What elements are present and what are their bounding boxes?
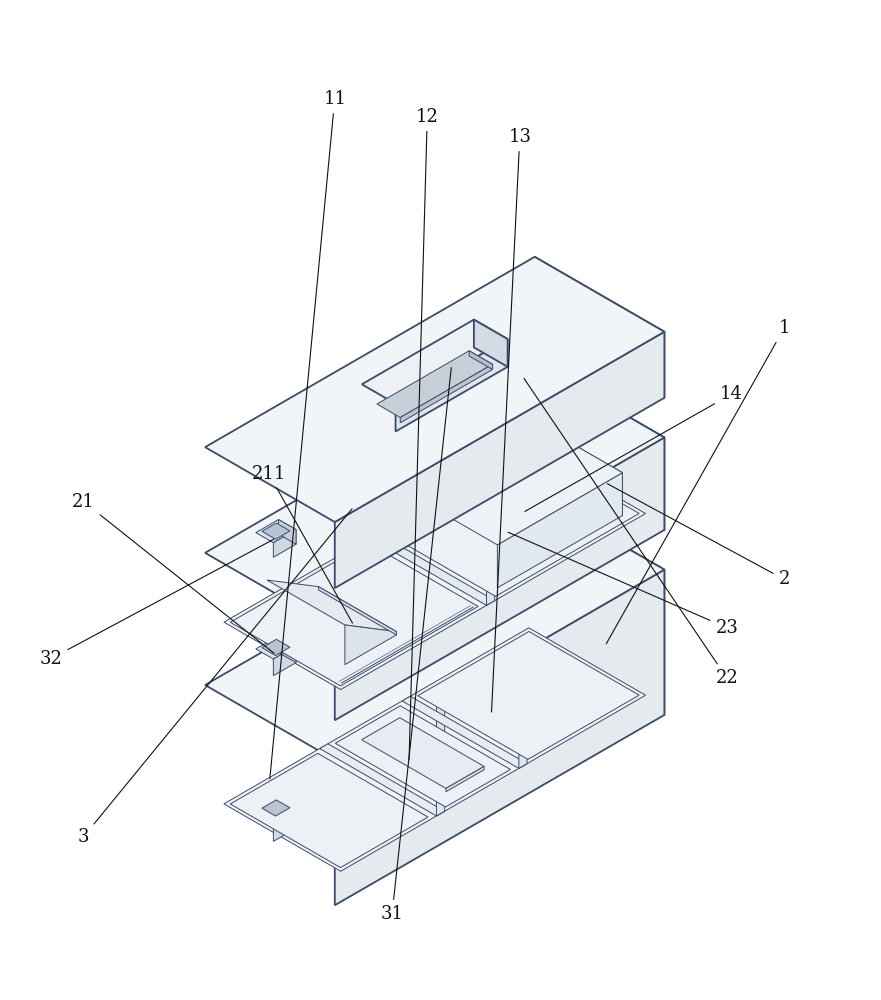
Polygon shape — [362, 718, 484, 788]
Polygon shape — [205, 363, 664, 628]
Polygon shape — [262, 523, 290, 539]
Text: 32: 32 — [40, 539, 274, 668]
Polygon shape — [377, 351, 492, 418]
Polygon shape — [519, 641, 527, 768]
Polygon shape — [273, 646, 296, 676]
Polygon shape — [273, 530, 296, 557]
Polygon shape — [344, 625, 396, 665]
Polygon shape — [267, 580, 396, 632]
Polygon shape — [362, 320, 507, 404]
Polygon shape — [255, 636, 296, 659]
Polygon shape — [525, 417, 622, 516]
Text: 13: 13 — [492, 128, 531, 712]
Polygon shape — [494, 365, 535, 388]
Polygon shape — [336, 706, 510, 807]
Polygon shape — [535, 257, 664, 398]
Polygon shape — [278, 520, 296, 544]
Text: 14: 14 — [525, 385, 743, 511]
Polygon shape — [335, 332, 664, 588]
Polygon shape — [400, 417, 622, 545]
Text: 12: 12 — [409, 108, 439, 760]
Polygon shape — [319, 587, 396, 635]
Polygon shape — [255, 796, 296, 820]
Polygon shape — [402, 696, 527, 768]
Polygon shape — [470, 351, 492, 370]
Polygon shape — [436, 689, 445, 816]
Polygon shape — [370, 533, 495, 605]
Polygon shape — [498, 473, 622, 588]
Text: 11: 11 — [270, 90, 346, 779]
Text: 31: 31 — [381, 368, 451, 923]
Polygon shape — [273, 806, 296, 841]
Polygon shape — [474, 320, 507, 367]
Polygon shape — [385, 450, 640, 596]
Polygon shape — [255, 520, 296, 543]
Polygon shape — [446, 766, 484, 792]
Text: 23: 23 — [508, 532, 738, 637]
Polygon shape — [230, 753, 428, 868]
Polygon shape — [230, 543, 478, 686]
Polygon shape — [335, 437, 664, 720]
Polygon shape — [529, 498, 536, 509]
Polygon shape — [400, 364, 492, 423]
Polygon shape — [205, 257, 664, 522]
Text: 22: 22 — [524, 378, 738, 687]
Polygon shape — [529, 365, 535, 376]
Polygon shape — [278, 796, 296, 828]
Polygon shape — [486, 528, 495, 605]
Text: 21: 21 — [72, 493, 274, 653]
Text: 3: 3 — [78, 509, 352, 846]
Polygon shape — [262, 639, 290, 656]
Polygon shape — [535, 495, 664, 715]
Polygon shape — [320, 744, 445, 816]
Text: 211: 211 — [251, 465, 352, 623]
Polygon shape — [504, 498, 536, 516]
Text: 2: 2 — [607, 484, 789, 588]
Polygon shape — [335, 570, 664, 905]
Polygon shape — [205, 495, 664, 760]
Polygon shape — [418, 631, 640, 759]
Polygon shape — [224, 446, 646, 690]
Polygon shape — [535, 363, 664, 530]
Polygon shape — [262, 800, 290, 816]
Text: 1: 1 — [606, 319, 790, 644]
Polygon shape — [224, 628, 646, 871]
Polygon shape — [278, 636, 296, 663]
Polygon shape — [396, 339, 507, 432]
